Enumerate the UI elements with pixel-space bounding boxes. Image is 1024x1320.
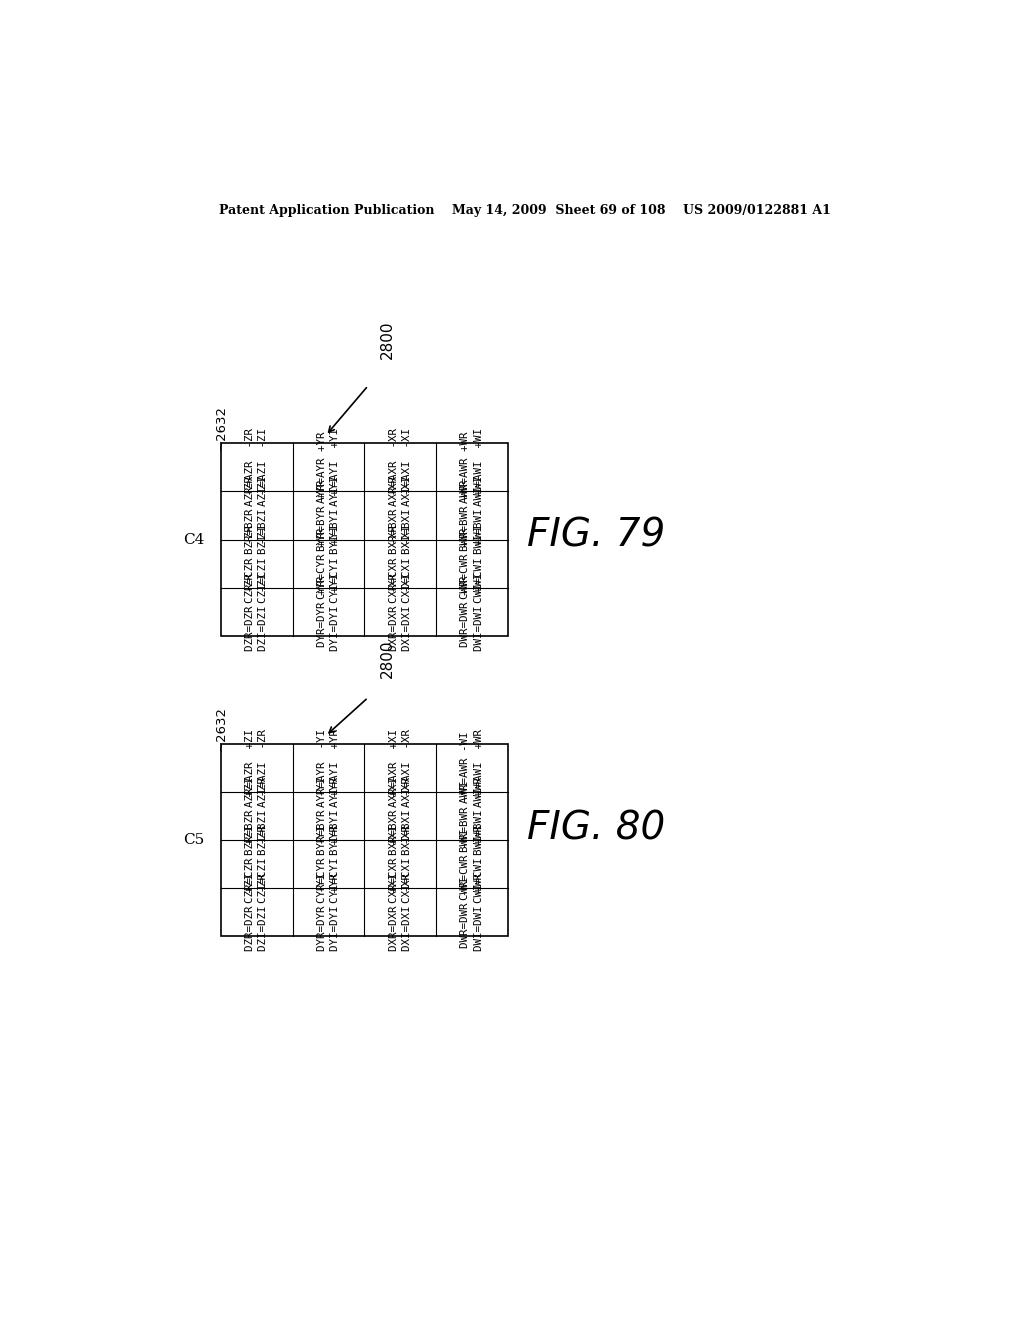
Text: DYR=DYR +YR
DYI=DYI  +YI: DYR=DYR +YR DYI=DYI +YI	[317, 573, 340, 651]
Text: ~2632: ~2632	[214, 706, 227, 751]
Text: CZR=CZR  +ZI
CZI=CZI  -ZR: CZR=CZR +ZI CZI=CZI -ZR	[245, 825, 268, 903]
Text: AXR=AXR  -XR
AXI=AXI  -XI: AXR=AXR -XR AXI=AXI -XI	[389, 429, 412, 507]
Text: AZR=AZR  +ZI
AZI=AZI  -ZR: AZR=AZR +ZI AZI=AZI -ZR	[245, 729, 268, 807]
Text: BXR=BXR  -XR
BXI=BXI  -XI: BXR=BXR -XR BXI=BXI -XI	[389, 477, 412, 554]
Text: 2800: 2800	[380, 640, 395, 678]
Text: AYR=AYR  -YI
AYI=AYI  +YR: AYR=AYR -YI AYI=AYI +YR	[317, 729, 340, 807]
Text: DXR=DXR  -XR
DXI=DXI  -XI: DXR=DXR -XR DXI=DXI -XI	[389, 573, 412, 651]
Text: CZR=CZR  -ZR
CZI=CZI  -ZI: CZR=CZR -ZR CZI=CZI -ZI	[245, 524, 268, 603]
Text: BXR=BXR  +XI
BXI=BXI  -XR: BXR=BXR +XI BXI=BXI -XR	[389, 776, 412, 855]
Text: CXR=CXR  +XI
CXI=CXI  -XR: CXR=CXR +XI CXI=CXI -XR	[389, 825, 412, 903]
Text: BWR=BWR -WI
BWI=BWI  +WR: BWR=BWR -WI BWI=BWI +WR	[461, 776, 483, 855]
Text: C4: C4	[183, 532, 205, 546]
Text: DYR=DYR  -YI
DYI=DYI  +YR: DYR=DYR -YI DYI=DYI +YR	[317, 873, 340, 950]
Text: BYR=BYR +YR
BYI=BYI  +YI: BYR=BYR +YR BYI=BYI +YI	[317, 477, 340, 554]
Text: 2800: 2800	[380, 321, 395, 359]
Text: BZR=BZR  -ZR
BZI=BZI  -ZI: BZR=BZR -ZR BZI=BZI -ZI	[245, 477, 268, 554]
Text: AYR=AYR +YR
AYI=AYI  +YI: AYR=AYR +YR AYI=AYI +YI	[317, 429, 340, 507]
Text: AZR=AZR  -ZR
AZI=AZI  -ZI: AZR=AZR -ZR AZI=AZI -ZI	[245, 429, 268, 507]
Text: FIG. 79: FIG. 79	[527, 516, 666, 554]
Text: BYR=BYR  -YI
BYI=BYI  +YR: BYR=BYR -YI BYI=BYI +YR	[317, 776, 340, 855]
Text: CWR=CWR -WI
CWI=CWI  +WR: CWR=CWR -WI CWI=CWI +WR	[461, 825, 483, 903]
Text: DWR=DWR -WI
DWI=DWI  +WR: DWR=DWR -WI DWI=DWI +WR	[461, 873, 483, 950]
Bar	[221, 444, 508, 636]
Text: DZR=DZR  +ZI
DZI=DZI  -ZR: DZR=DZR +ZI DZI=DZI -ZR	[245, 873, 268, 950]
Text: AXR=AXR  +XI
AXI=AXI  -XR: AXR=AXR +XI AXI=AXI -XR	[389, 729, 412, 807]
Text: CXR=CXR  -XR
CXI=CXI  -XI: CXR=CXR -XR CXI=CXI -XI	[389, 524, 412, 603]
Text: CWR=CWR +WR
CWI=CWI  +WI: CWR=CWR +WR CWI=CWI +WI	[461, 524, 483, 603]
Text: CYR=CYR  -YI
CYI=CYI  +YR: CYR=CYR -YI CYI=CYI +YR	[317, 825, 340, 903]
Text: BWR=BWR +WR
BWI=BWI  +WI: BWR=BWR +WR BWI=BWI +WI	[461, 477, 483, 554]
Text: Patent Application Publication    May 14, 2009  Sheet 69 of 108    US 2009/01228: Patent Application Publication May 14, 2…	[219, 205, 830, 218]
Text: DWR=DWR +WR
DWI=DWI  +WI: DWR=DWR +WR DWI=DWI +WI	[461, 573, 483, 651]
Text: DZR=DZR  -ZR
DZI=DZI  -ZI: DZR=DZR -ZR DZI=DZI -ZI	[245, 573, 268, 651]
Text: FIG. 80: FIG. 80	[527, 809, 666, 847]
Text: ~2632: ~2632	[214, 405, 227, 450]
Bar	[221, 743, 508, 936]
Text: CYR=CYR +YR
CYI=CYI  +YI: CYR=CYR +YR CYI=CYI +YI	[317, 524, 340, 603]
Text: AWR=AWR -WI
AWI=AWI  +WR: AWR=AWR -WI AWI=AWI +WR	[461, 729, 483, 807]
Text: BZR=BZR  +ZI
BZI=BZI  -ZR: BZR=BZR +ZI BZI=BZI -ZR	[245, 776, 268, 855]
Text: AWR=AWR +WR
AWI=AWI  +WI: AWR=AWR +WR AWI=AWI +WI	[461, 429, 483, 507]
Text: C5: C5	[183, 833, 205, 847]
Text: DXR=DXR  +XI
DXI=DXI  -XR: DXR=DXR +XI DXI=DXI -XR	[389, 873, 412, 950]
